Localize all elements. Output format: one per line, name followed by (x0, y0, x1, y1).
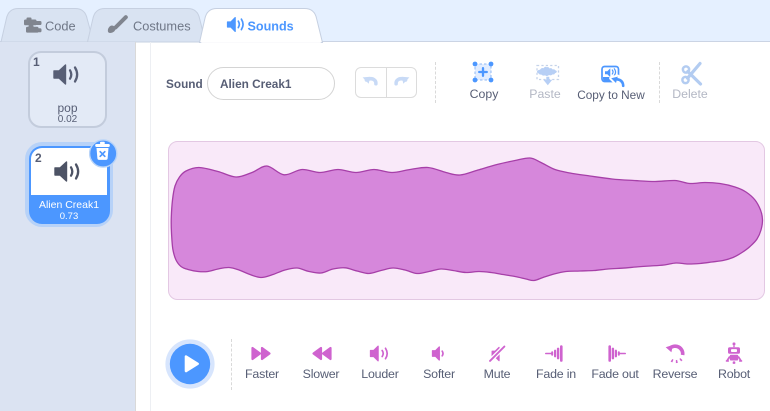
svg-text:Code: Code (45, 19, 76, 34)
svg-text:Costumes: Costumes (133, 19, 191, 34)
svg-text:Sounds: Sounds (248, 20, 294, 34)
